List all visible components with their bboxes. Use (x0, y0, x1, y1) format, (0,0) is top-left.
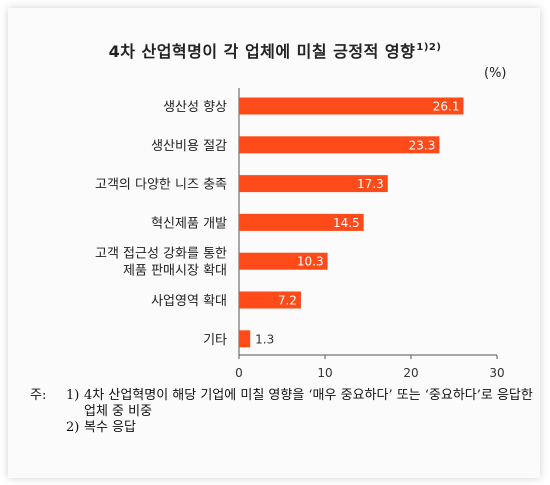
footnotes: 주: 1) 4차 산업혁명이 해당 기업에 미칠 영향을 ‘매우 중요하다’ 또… (30, 388, 535, 436)
chart-title-text: 4차 산업혁명이 각 업체에 미칠 긍정적 영향 (108, 42, 416, 61)
bar-3 (239, 213, 364, 231)
x-tick-label-10: 10 (317, 366, 332, 380)
category-label-4-line-1: 제품 판매시장 확대 (123, 264, 227, 279)
bar-value-label-0: 26.1 (433, 100, 460, 114)
unit-label: (%) (484, 66, 507, 81)
x-tick-label-30: 30 (489, 366, 504, 380)
category-label-0: 생산성 향상 (163, 100, 227, 115)
chart-panel (8, 8, 540, 478)
category-label-1: 생산비용 절감 (151, 139, 227, 154)
bar-0 (239, 97, 464, 115)
category-label-2: 고객의 다양한 니즈 충족 (95, 178, 227, 193)
category-label-3: 혁신제품 개발 (151, 216, 227, 231)
footnote-lead: 주: (30, 388, 47, 403)
footnote-2: 2) 복수 응답 (30, 420, 535, 436)
footnote-2-number: 2) (66, 420, 80, 435)
bar-value-label-3: 14.5 (333, 216, 360, 230)
category-label-4-line-0: 고객 접근성 강화를 통한 (95, 247, 227, 262)
category-label-6: 기타 (203, 333, 227, 348)
bar-2 (239, 175, 388, 193)
bar-1 (239, 136, 440, 154)
bar-value-label-6: 1.3 (255, 332, 274, 346)
bar-value-label-2: 17.3 (357, 177, 384, 191)
bar-value-label-5: 7.2 (278, 294, 297, 308)
chart-title: 4차 산업혁명이 각 업체에 미칠 긍정적 영향1)2) (0, 38, 550, 62)
footnote-2-text: 복수 응답 (84, 420, 136, 435)
footnote-1-text: 4차 산업혁명이 해당 기업에 미칠 영향을 ‘매우 중요하다’ 또는 ‘중요하… (84, 388, 533, 419)
bar-value-label-4: 10.3 (297, 255, 324, 269)
chart-title-footnote-marks: 1)2) (416, 42, 442, 53)
footnote-1-number: 1) (66, 388, 80, 403)
bar-4 (239, 252, 328, 270)
category-label-5: 사업영역 확대 (151, 294, 227, 309)
footnote-1: 주: 1) 4차 산업혁명이 해당 기업에 미칠 영향을 ‘매우 중요하다’ 또… (30, 388, 535, 420)
bar-value-label-1: 23.3 (409, 138, 436, 152)
x-tick-label-0: 0 (235, 366, 243, 380)
x-tick-label-20: 20 (403, 366, 418, 380)
bar-6 (239, 330, 251, 348)
bar-5 (239, 291, 301, 309)
